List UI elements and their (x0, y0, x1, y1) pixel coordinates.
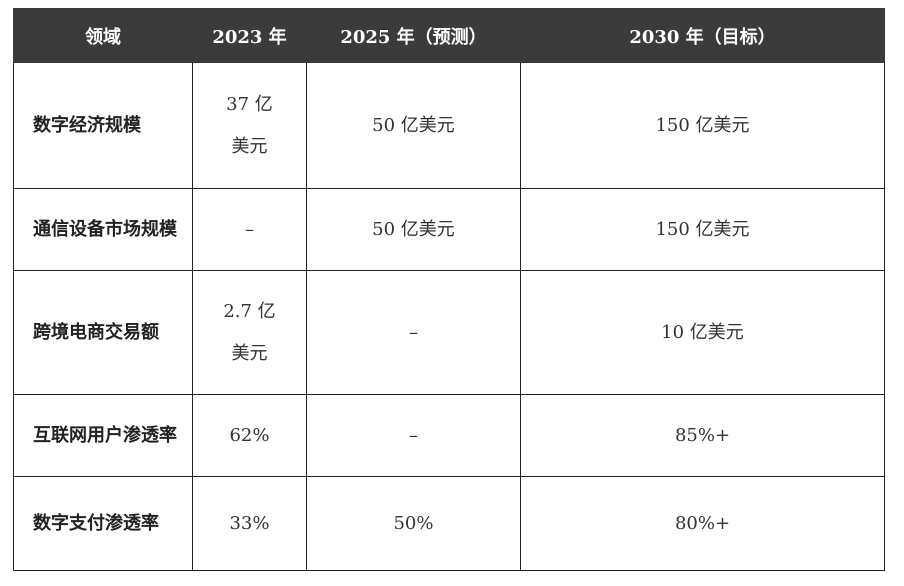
header-cell-domain: 领域 (13, 8, 193, 63)
cell-2023: 37 亿美元 (192, 62, 307, 189)
cell-2025: 50% (306, 476, 521, 571)
cell-2025: – (306, 270, 521, 395)
cell-2025: 50 亿美元 (306, 188, 521, 271)
cell-2030: 150 亿美元 (520, 188, 885, 271)
header-cell-2030: 2030 年（目标） (520, 8, 885, 63)
header-row: 领域 2023 年 2025 年（预测） 2030 年（目标） (13, 8, 885, 63)
header-cell-2023: 2023 年 (192, 8, 307, 63)
table-body: 数字经济规模 37 亿美元 50 亿美元 150 亿美元 通信设备市场规模 – … (13, 62, 885, 571)
row-label: 跨境电商交易额 (13, 270, 193, 395)
table-row: 互联网用户渗透率 62% – 85%+ (13, 394, 885, 477)
table-row: 数字经济规模 37 亿美元 50 亿美元 150 亿美元 (13, 62, 885, 189)
row-label: 数字经济规模 (13, 62, 193, 189)
cell-2023: 62% (192, 394, 307, 477)
row-label: 互联网用户渗透率 (13, 394, 193, 477)
cell-2023: – (192, 188, 307, 271)
table-header: 领域 2023 年 2025 年（预测） 2030 年（目标） (13, 8, 885, 63)
table-row: 跨境电商交易额 2.7 亿美元 – 10 亿美元 (13, 270, 885, 395)
cell-2030: 80%+ (520, 476, 885, 571)
cell-2025: 50 亿美元 (306, 62, 521, 189)
cell-2030: 85%+ (520, 394, 885, 477)
data-table: 领域 2023 年 2025 年（预测） 2030 年（目标） 数字经济规模 3… (13, 8, 885, 571)
cell-2030: 150 亿美元 (520, 62, 885, 189)
table-row: 通信设备市场规模 – 50 亿美元 150 亿美元 (13, 188, 885, 271)
row-label: 数字支付渗透率 (13, 476, 193, 571)
cell-2025: – (306, 394, 521, 477)
header-cell-2025: 2025 年（预测） (306, 8, 521, 63)
cell-2023: 2.7 亿美元 (192, 270, 307, 395)
table-row: 数字支付渗透率 33% 50% 80%+ (13, 476, 885, 571)
cell-2030: 10 亿美元 (520, 270, 885, 395)
row-label: 通信设备市场规模 (13, 188, 193, 271)
cell-2023: 33% (192, 476, 307, 571)
